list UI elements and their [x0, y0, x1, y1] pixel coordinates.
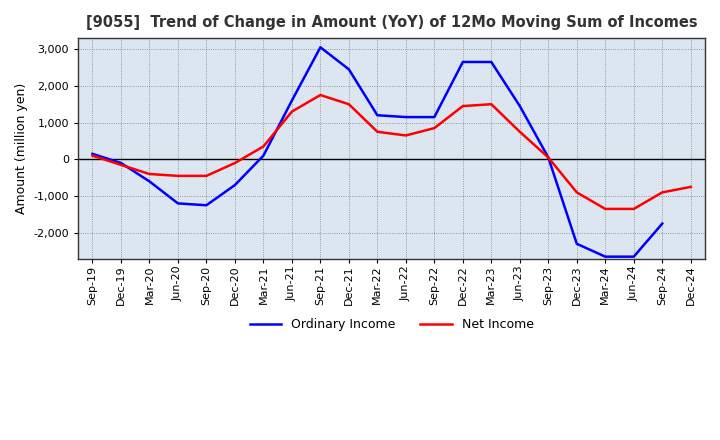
Net Income [174, 173, 182, 179]
Legend: Ordinary Income, Net Income: Ordinary Income, Net Income [245, 313, 539, 336]
Ordinary Income [145, 179, 154, 184]
Net Income [402, 133, 410, 138]
Net Income [601, 206, 610, 212]
Net Income [88, 153, 96, 158]
Ordinary Income [174, 201, 182, 206]
Ordinary Income [230, 183, 239, 188]
Net Income [287, 109, 296, 114]
Net Income [658, 190, 667, 195]
Net Income [117, 162, 125, 168]
Y-axis label: Amount (million yen): Amount (million yen) [15, 83, 28, 214]
Net Income [202, 173, 211, 179]
Line: Net Income: Net Income [92, 95, 690, 209]
Net Income [459, 103, 467, 109]
Ordinary Income [572, 241, 581, 246]
Ordinary Income [516, 103, 524, 109]
Line: Ordinary Income: Ordinary Income [92, 47, 662, 257]
Title: [9055]  Trend of Change in Amount (YoY) of 12Mo Moving Sum of Incomes: [9055] Trend of Change in Amount (YoY) o… [86, 15, 698, 30]
Net Income [145, 172, 154, 177]
Ordinary Income [202, 202, 211, 208]
Ordinary Income [373, 113, 382, 118]
Ordinary Income [287, 98, 296, 103]
Ordinary Income [430, 114, 438, 120]
Net Income [544, 155, 553, 160]
Ordinary Income [345, 67, 354, 72]
Net Income [316, 92, 325, 98]
Ordinary Income [88, 151, 96, 157]
Net Income [572, 190, 581, 195]
Ordinary Income [259, 153, 268, 158]
Ordinary Income [487, 59, 495, 65]
Net Income [259, 144, 268, 149]
Net Income [516, 129, 524, 134]
Ordinary Income [117, 160, 125, 165]
Net Income [629, 206, 638, 212]
Net Income [373, 129, 382, 134]
Net Income [345, 102, 354, 107]
Ordinary Income [544, 155, 553, 160]
Ordinary Income [402, 114, 410, 120]
Ordinary Income [316, 44, 325, 50]
Net Income [430, 125, 438, 131]
Ordinary Income [629, 254, 638, 259]
Ordinary Income [601, 254, 610, 259]
Net Income [686, 184, 695, 190]
Ordinary Income [658, 221, 667, 226]
Ordinary Income [459, 59, 467, 65]
Net Income [487, 102, 495, 107]
Net Income [230, 160, 239, 165]
